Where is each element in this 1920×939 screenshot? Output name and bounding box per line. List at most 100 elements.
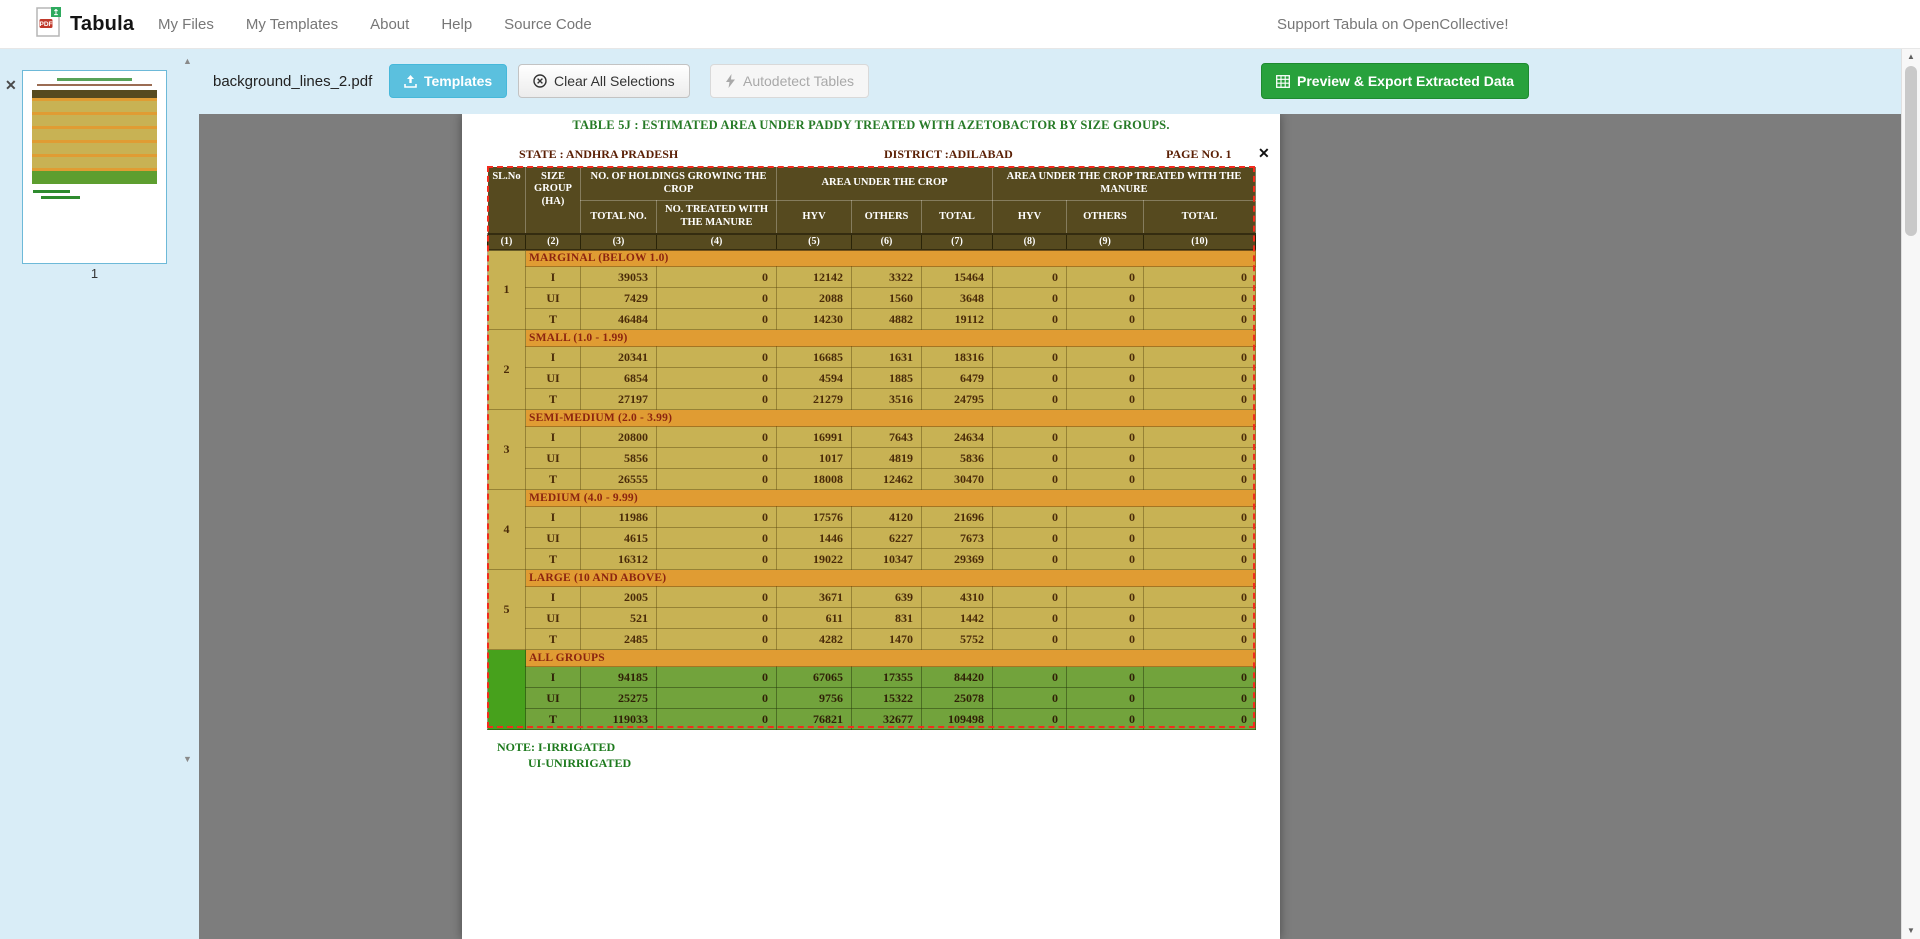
clear-circle-x-icon [533,74,547,88]
value-cell: 0 [656,426,777,448]
value-cell: 0 [992,548,1068,570]
value-cell: 4615 [580,527,657,549]
value-cell: 5752 [920,628,994,650]
scrollbar-thumb[interactable] [1905,66,1917,236]
thumbnails-scroll-up-icon[interactable]: ▲ [183,56,192,66]
nav-about[interactable]: About [370,15,410,33]
nav-help[interactable]: Help [441,15,473,33]
svg-text:PDF: PDF [40,21,53,28]
value-cell: 0 [1066,708,1145,730]
selection-close-icon[interactable]: ✕ [1258,145,1270,161]
thumbnails-scroll-down-icon[interactable]: ▼ [183,754,192,764]
value-cell: 0 [1143,266,1257,288]
value-cell: 0 [992,266,1068,288]
slno-cell: 3 [487,409,526,490]
remove-page-icon[interactable]: ✕ [5,77,17,93]
section-header-row: 5 LARGE (10 AND ABOVE) [487,569,1257,650]
table-row: UI 7429 0 2088 1560 3648 0 0 0 [488,287,1257,309]
value-cell: 0 [992,367,1068,389]
section-name-cell: LARGE (10 AND ABOVE) [524,569,1257,587]
section-header-row: 3 SEMI-MEDIUM (2.0 - 3.99) [487,409,1257,490]
value-cell: 0 [992,426,1068,448]
column-number: (5) [776,232,852,251]
thumb-title-line [57,78,132,81]
row-type-cell: UI [525,607,581,629]
value-cell: 3516 [851,388,922,410]
value-cell: 3671 [776,586,852,608]
nav-my-files[interactable]: My Files [158,15,214,33]
value-cell: 0 [1143,506,1257,528]
value-cell: 0 [656,527,777,549]
selection-box[interactable] [487,166,1255,728]
value-cell: 4819 [851,447,922,469]
page-thumbnail[interactable] [22,70,167,264]
value-cell: 0 [1143,708,1257,730]
brand[interactable]: PDF ↥ Tabula [36,0,134,48]
value-cell: 0 [992,687,1068,709]
value-cell: 0 [992,586,1068,608]
value-cell: 10347 [851,548,922,570]
value-cell: 119033 [580,708,657,730]
vertical-scrollbar[interactable]: ▲ ▼ [1901,48,1920,939]
value-cell: 0 [1143,388,1257,410]
preview-export-button[interactable]: Preview & Export Extracted Data [1261,63,1530,99]
column-number: (3) [580,232,657,251]
table-row: T 2485 0 4282 1470 5752 0 0 0 [488,628,1257,650]
value-cell: 611 [776,607,852,629]
value-cell: 0 [1066,447,1145,469]
table-subheader: TOTAL [1143,200,1257,234]
value-cell: 0 [992,708,1068,730]
value-cell: 15322 [851,687,922,709]
header-size-group: SIZE GROUP (HA) [525,166,581,234]
document-title: TABLE 5J : ESTIMATED AREA UNDER PADDY TR… [572,118,1170,132]
thumbnail-page-number: 1 [90,266,99,281]
value-cell: 0 [1066,628,1145,650]
value-cell: 0 [1066,367,1145,389]
value-cell: 4282 [776,628,852,650]
table-row: T 26555 0 18008 12462 30470 0 0 0 [488,468,1257,490]
section-name-cell: SMALL (1.0 - 1.99) [524,329,1257,347]
value-cell: 0 [1143,367,1257,389]
table-row: UI 6854 0 4594 1885 6479 0 0 0 [488,367,1257,389]
value-cell: 7643 [851,426,922,448]
row-type-cell: T [525,548,581,570]
nav-source-code[interactable]: Source Code [504,15,592,33]
document-meta-row: STATE : ANDHRA PRADESH DISTRICT :ADILABA… [462,147,1280,163]
value-cell: 3322 [851,266,922,288]
pdf-page: TABLE 5J : ESTIMATED AREA UNDER PADDY TR… [462,114,1280,939]
lightning-icon [725,74,736,88]
row-type-cell: UI [525,447,581,469]
value-cell: 0 [1066,527,1145,549]
value-cell: 16685 [776,346,852,368]
value-cell: 831 [851,607,922,629]
table-subheader: HYV [776,200,852,234]
value-cell: 0 [1143,666,1257,688]
value-cell: 0 [992,628,1068,650]
value-cell: 0 [656,346,777,368]
clear-all-selections-button[interactable]: Clear All Selections [518,64,690,98]
value-cell: 1560 [851,287,922,309]
autodetect-tables-button[interactable]: Autodetect Tables [710,64,870,98]
templates-button[interactable]: Templates [389,64,508,98]
nav-my-templates[interactable]: My Templates [245,15,339,33]
section-name-cell: SEMI-MEDIUM (2.0 - 3.99) [524,409,1257,427]
export-button-label: Preview & Export Extracted Data [1297,73,1515,89]
value-cell: 1885 [851,367,922,389]
support-opencollective-link[interactable]: Support Tabula on OpenCollective! [1277,15,1509,33]
value-cell: 0 [656,628,777,650]
value-cell: 0 [656,607,777,629]
value-cell: 5836 [920,447,994,469]
scroll-up-icon[interactable]: ▲ [1907,52,1915,61]
value-cell: 2005 [580,586,657,608]
value-cell: 18316 [920,346,994,368]
value-cell: 0 [1066,666,1145,688]
value-cell: 6854 [580,367,657,389]
header-slno: SL.No [487,166,526,234]
scroll-down-icon[interactable]: ▼ [1907,926,1915,935]
value-cell: 7673 [920,527,994,549]
value-cell: 0 [992,468,1068,490]
table-row: T 27197 0 21279 3516 24795 0 0 0 [488,388,1257,410]
table-grid-icon [1276,74,1290,88]
value-cell: 20800 [580,426,657,448]
clear-button-label: Clear All Selections [554,73,675,89]
